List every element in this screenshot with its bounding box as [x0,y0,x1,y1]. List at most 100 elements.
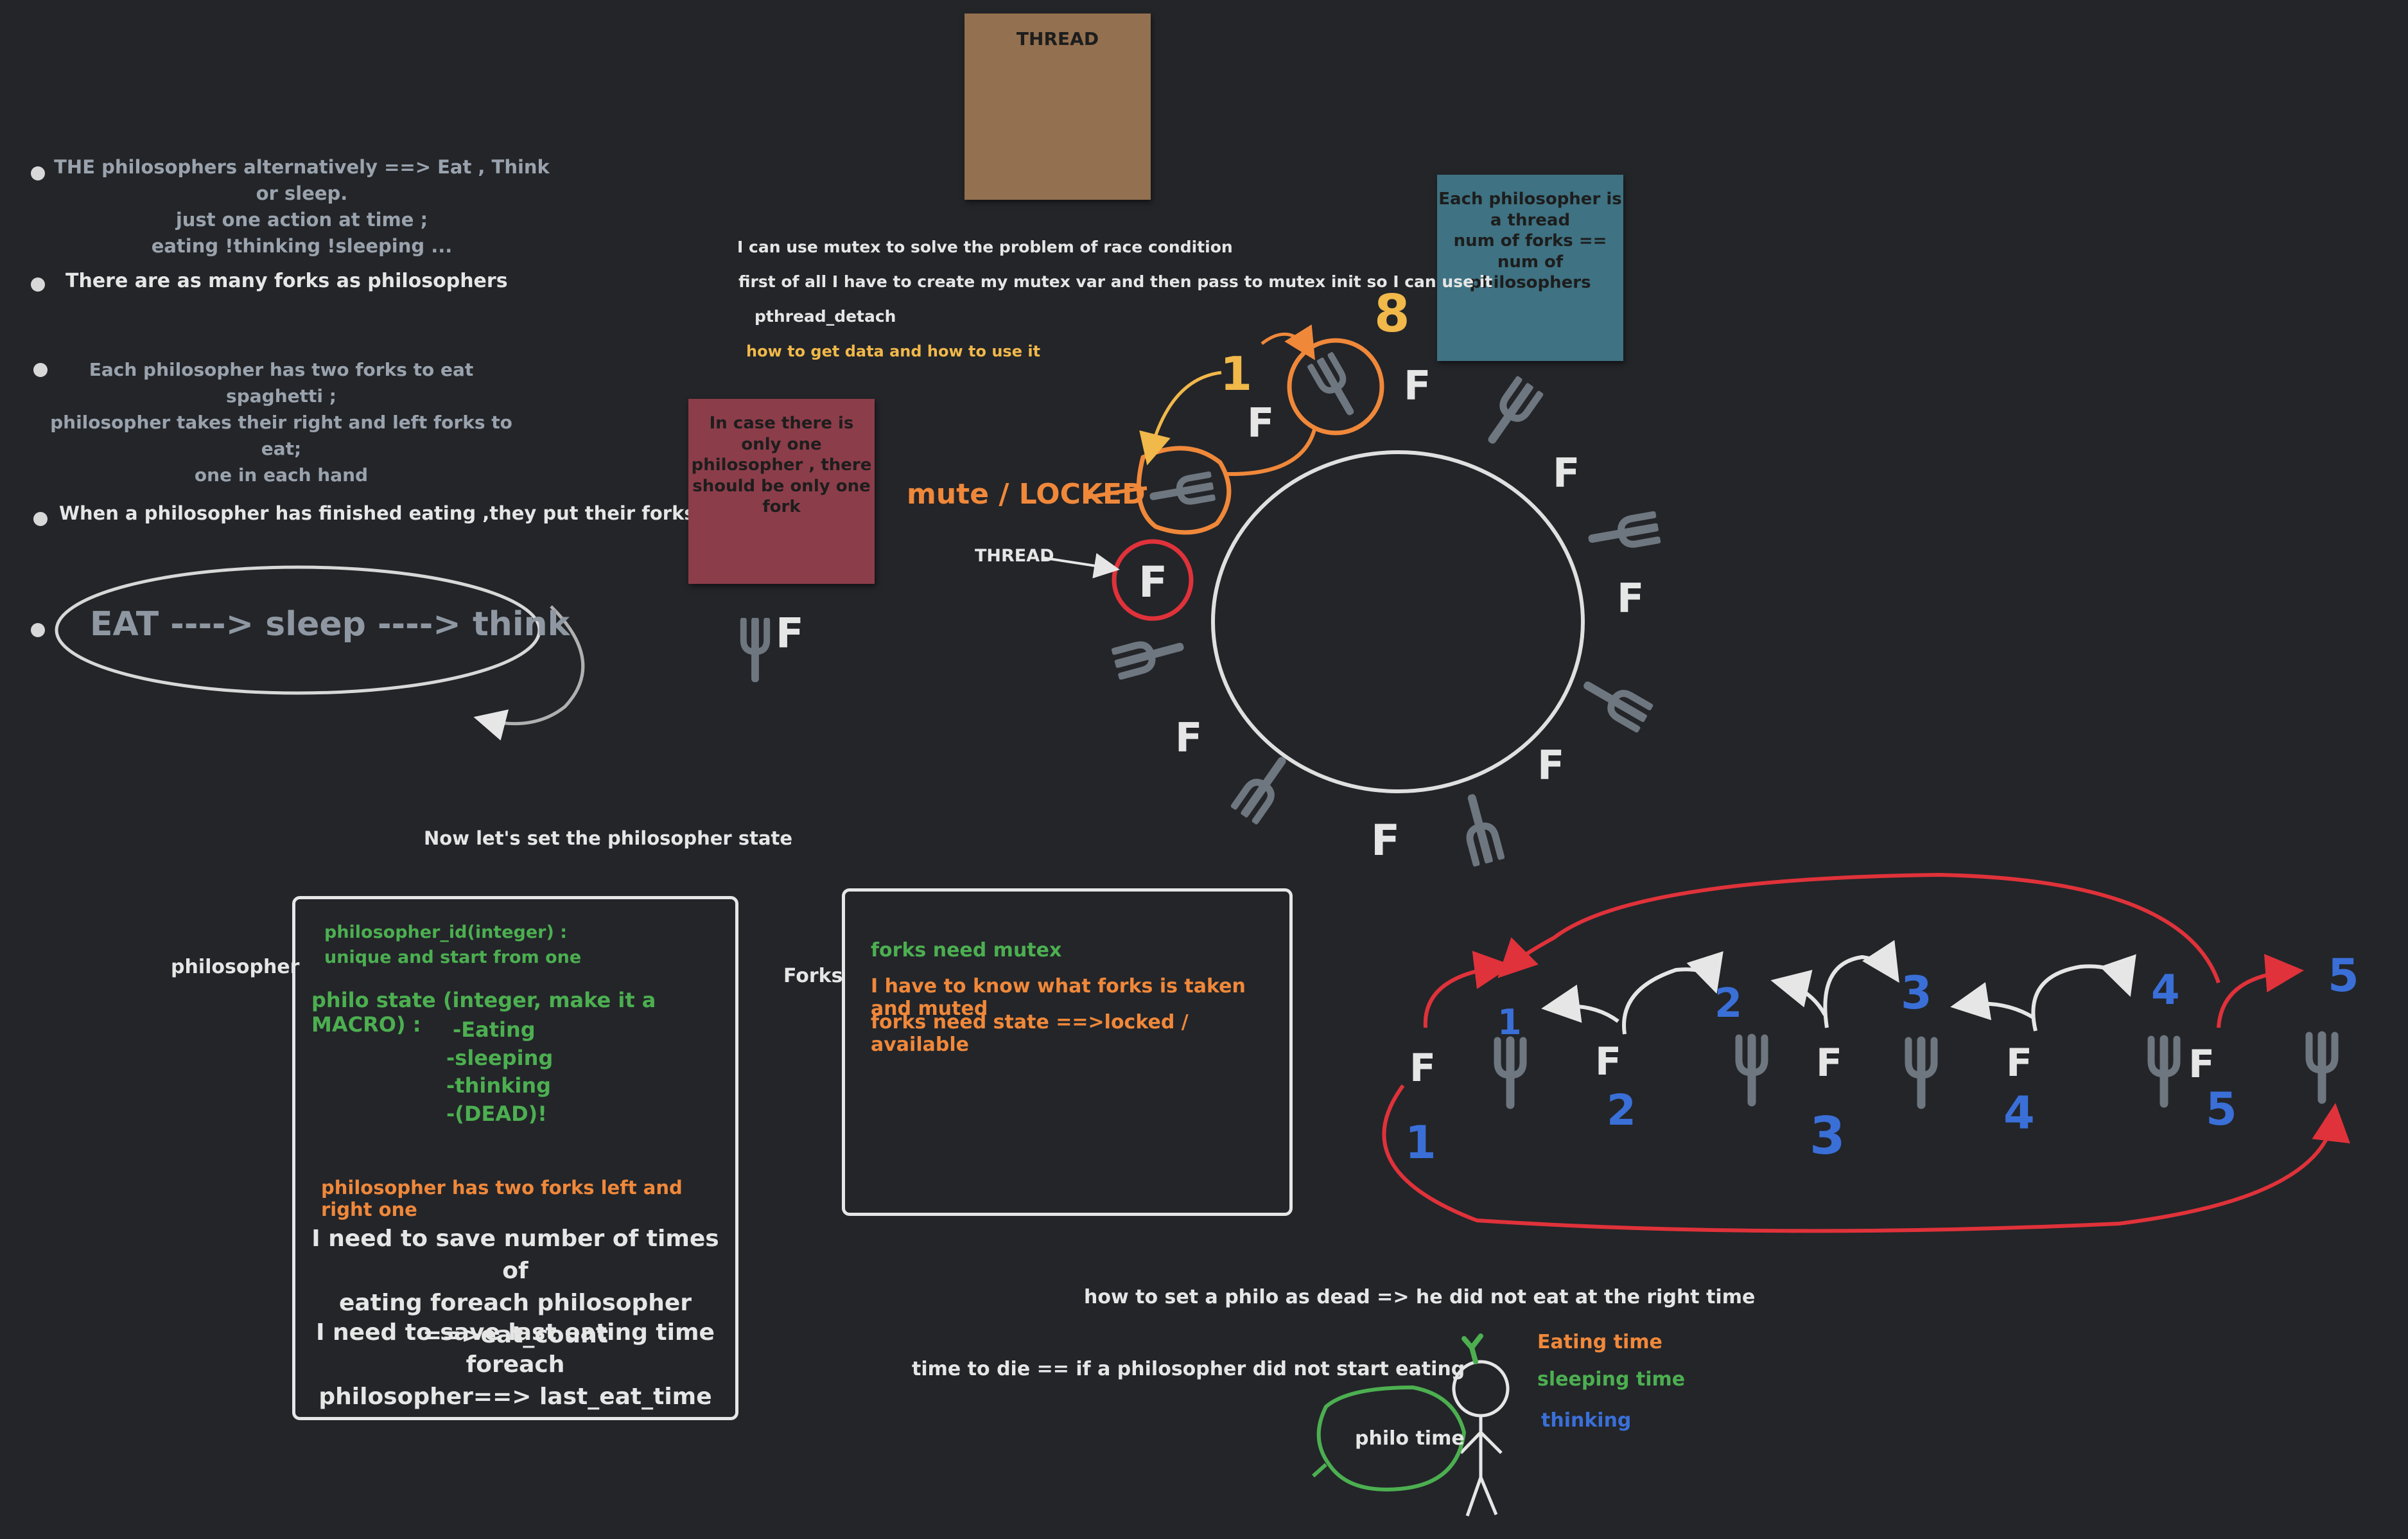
fork-number: 3 [1810,1106,1845,1166]
forks-state-text: forks need state ==>locked / available [871,1011,1189,1056]
philo-id-text: philosopher_id(integer) : unique and sta… [324,922,582,967]
get-data-text: how to get data and how to use it [746,342,1041,360]
bullet-dot [31,623,45,637]
philo-time-blob [1311,1385,1467,1491]
row-arrow-back [1950,981,2036,1021]
two-forks-text: philosopher has two forks left and right… [321,1177,683,1220]
circle-fork-icon [1115,635,1183,676]
cycle-text: EAT ----> sleep ----> think [90,605,570,644]
single-fork-letter: F [776,610,804,658]
row-fork-letter: F [2006,1041,2032,1086]
note-one-philosopher: In case there is only one philosopher , … [688,399,875,584]
red-arrow-left [1423,951,1513,1028]
bullet-dot [31,166,45,180]
red-arrow-right [2217,954,2304,1028]
philosopher-number: 1 [1497,1002,1522,1042]
state-dead: -(DEAD)! [446,1102,547,1126]
row-arrow-back [1541,984,1619,1023]
mutex-race-text: I can use mutex to solve the problem of … [737,238,1233,256]
table-circle [1211,450,1585,793]
row-fork-icon [1739,1038,1765,1102]
state-heading: Now let's set the philosopher state [424,827,793,849]
circle-fork-icon [1590,514,1657,551]
row-arrow [2031,954,2136,1032]
row-fork-letter: F [1816,1041,1842,1086]
circle-fork-icon [1234,753,1292,821]
rule-put-back: When a philosopher has finished eating ,… [59,502,751,524]
thread-arrow [1041,552,1120,579]
circle-fork-letter: F [1247,400,1275,446]
circle-fork-letter: F [1371,816,1400,865]
philosopher-number: 5 [2328,949,2359,1002]
sleeping-time-label: sleeping time [1537,1368,1686,1391]
thread-fork-letter: F [1139,558,1168,607]
philosopher-number: 3 [1901,967,1932,1019]
locked-fork-blob [1136,446,1232,535]
time-to-die-text: time to die == if a philosopher did not … [912,1358,1465,1380]
circle-fork-letter: F [1553,450,1580,497]
fork-number-8: 8 [1374,284,1410,344]
orange-arrow-top [1261,324,1315,360]
row-fork-letter: F [1595,1039,1621,1084]
cycle-return-arrow [473,605,585,741]
fork-number: 5 [2206,1083,2237,1136]
forks-struct-box: forks need mutex I have to know what for… [842,888,1293,1216]
fork-number: 1 [1405,1116,1436,1169]
rule-two-forks: Each philosopher has two forks to eat sp… [50,359,512,486]
rule-alternate: THE philosophers alternatively ==> Eat ,… [54,156,550,257]
philosopher-number: 4 [2151,967,2180,1014]
red-wrap-arrow-bottom [1382,1084,2350,1233]
thinking-label: thinking [1541,1409,1632,1432]
state-thinking: -thinking [446,1073,552,1098]
bullet-dot [33,363,48,377]
circle-fork-letter: F [1404,362,1431,409]
philosopher-label: philosopher [171,956,300,978]
philosopher-struct-box: philosopher_id(integer) : unique and sta… [292,896,738,1420]
row-fork-letter: F [2188,1042,2215,1087]
forks-label: Forks [783,965,843,987]
circle-fork-icon [1482,380,1540,447]
row-fork-letter: F [1409,1046,1436,1091]
circle-fork-letter: F [1537,742,1565,789]
eating-time-label: Eating time [1537,1331,1662,1353]
fork-number-1: 1 [1220,347,1253,401]
state-eating: -Eating [453,1017,536,1042]
bullet-dot [33,512,48,526]
last-eat-text: I need to save last eating time foreach … [316,1319,715,1410]
philo-state-text: philo state (integer, make it a MACRO) : [311,988,656,1037]
thread-fork-circle [1112,539,1194,621]
yellow-arrow-left [1139,371,1222,466]
forks-taken-text: I have to know what forks is taken and m… [871,975,1246,1020]
circle-fork-icon [1460,795,1501,863]
row-fork-icon [1908,1041,1934,1105]
circle-fork-letter: F [1617,575,1645,622]
locked-fork-circle [1287,338,1384,435]
note-each-thread: Each philosopher is a thread num of fork… [1437,175,1623,361]
red-wrap-arrow-top [1497,872,2220,983]
row-arrow [1622,951,1723,1035]
row-fork-icon [2309,1035,2335,1100]
row-arrow-back [1770,969,1827,1016]
fork-number: 2 [1607,1086,1636,1135]
eat-count-text: I need to save number of times of eating… [311,1226,719,1348]
stick-figure-body [1460,1416,1503,1517]
cycle-ellipse [55,565,541,695]
fork-number: 4 [2003,1087,2035,1139]
note-thread: THREAD [964,13,1151,200]
dead-definition-text: how to set a philo as dead => he did not… [1084,1286,1756,1308]
philo-time-label: philo time [1355,1427,1465,1450]
philosopher-number: 2 [1714,980,1743,1026]
mutex-link-line [1085,486,1147,500]
pthread-detach-text: pthread_detach [755,307,896,326]
stick-figure-sprout [1461,1333,1483,1364]
thread-arrow-label: THREAD [975,546,1054,566]
single-fork-icon [744,620,767,679]
row-arrow [1823,940,1899,1028]
forks-mutex-text: forks need mutex [871,939,1062,962]
row-fork-icon [1497,1041,1523,1105]
state-sleeping: -sleeping [446,1046,554,1070]
row-fork-icon [2151,1039,2177,1104]
mutex-create-text: first of all I have to create my mutex v… [738,272,1493,291]
